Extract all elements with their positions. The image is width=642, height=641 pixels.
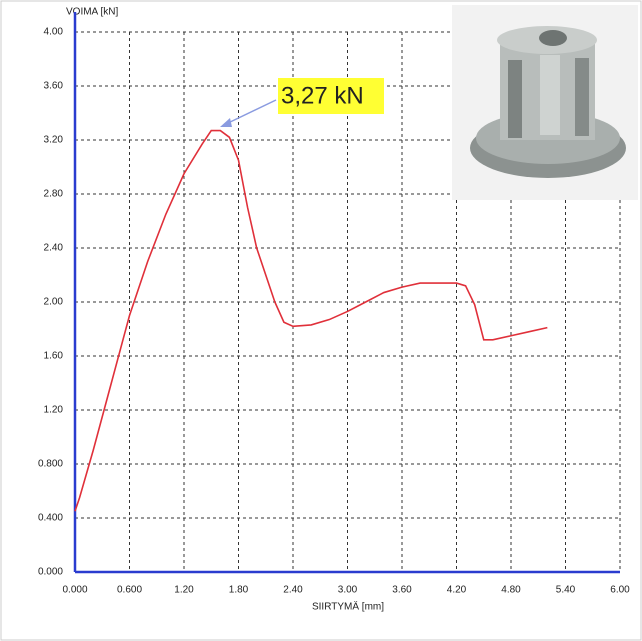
y-tick-label: 3.20 bbox=[44, 135, 64, 146]
x-axis-label: SIIRTYMÄ [mm] bbox=[312, 601, 384, 613]
x-tick-label: 0.000 bbox=[62, 585, 87, 596]
x-tick-label: 1.80 bbox=[229, 585, 249, 596]
y-tick-label: 3.60 bbox=[44, 81, 64, 92]
y-tick-label: 0.400 bbox=[38, 513, 63, 524]
y-tick-label: 1.20 bbox=[44, 405, 64, 416]
chart: VOIMA [kN] SIIRTYMÄ [mm] 3,27 kN 0.0000.… bbox=[0, 0, 642, 641]
x-tick-label: 3.00 bbox=[338, 585, 358, 596]
y-tick-label: 0.000 bbox=[38, 567, 63, 578]
y-tick-label: 2.80 bbox=[44, 189, 64, 200]
y-tick-label: 0.800 bbox=[38, 459, 63, 470]
x-tick-label: 5.40 bbox=[556, 585, 576, 596]
x-tick-label: 4.80 bbox=[501, 585, 521, 596]
x-tick-label: 0.600 bbox=[117, 585, 142, 596]
annotation: 3,27 kN bbox=[281, 82, 364, 109]
y-tick-label: 2.40 bbox=[44, 243, 64, 254]
x-tick-label: 1.20 bbox=[174, 585, 194, 596]
x-tick-label: 6.00 bbox=[610, 585, 630, 596]
y-tick-label: 4.00 bbox=[44, 27, 64, 38]
y-tick-label: 2.00 bbox=[44, 297, 64, 308]
x-tick-label: 4.20 bbox=[447, 585, 467, 596]
y-tick-label: 1.60 bbox=[44, 351, 64, 362]
x-tick-label: 3.60 bbox=[392, 585, 412, 596]
x-tick-label: 2.40 bbox=[283, 585, 303, 596]
photo bbox=[452, 5, 638, 200]
